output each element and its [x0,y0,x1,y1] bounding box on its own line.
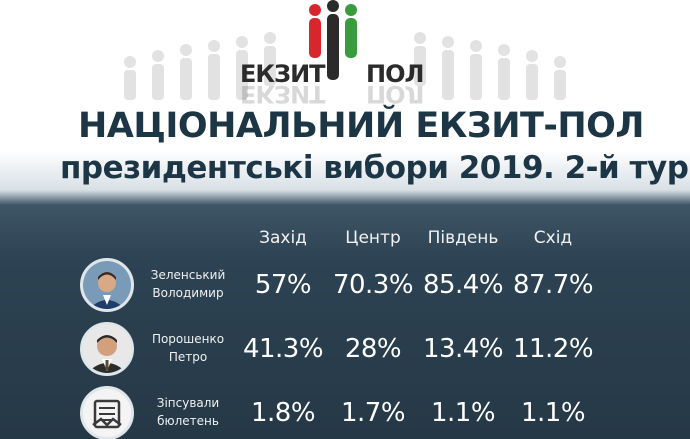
value-center: 28% [344,334,402,364]
name-line-2: Володимир [152,286,224,300]
logo-reflection-left: ЕКЗИТ [240,80,325,108]
column-header-east: Схід [533,228,573,248]
column-header-center: Центр [345,228,401,248]
column-header-south: Південь [427,228,499,248]
candidate-name: Зіпсували бюлетень [140,394,236,430]
name-line-1: Зеленський [150,268,226,282]
name-line-2: бюлетень [157,414,219,428]
logo-reflection: ЕКЗИТ ПОЛ [240,80,450,108]
logo-wordmark: ЕКЗИТ ПОЛ [240,60,450,88]
value-west: 41.3% [242,334,324,364]
logo-reflection-right: ПОЛ [366,80,424,108]
page-title: НАЦІОНАЛЬНИЙ ЕКЗИТ-ПОЛ [78,106,645,146]
table-row: Порошенко Петро 41.3% 28% 13.4% 11.2% [0,322,690,384]
poroshenko-portrait-icon [80,322,134,376]
value-center: 70.3% [332,270,414,300]
name-line-1: Порошенко [151,332,225,346]
exit-poll-emblem-icon [309,0,357,80]
value-east: 11.2% [512,334,594,364]
column-header-west: Захід [259,228,307,248]
name-line-1: Зіпсували [156,396,220,410]
name-line-2: Петро [168,350,208,364]
value-west: 57% [254,270,312,300]
value-south: 85.4% [422,270,504,300]
zelensky-portrait-icon [80,258,134,312]
table-row: Зеленський Володимир 57% 70.3% 85.4% 87.… [0,258,690,320]
logo-right-text: ПОЛ [366,60,424,88]
value-center: 1.7% [340,398,406,428]
candidate-name: Зеленський Володимир [140,266,236,302]
spoiled-ballot-icon [80,386,134,439]
page-subtitle: президентські вибори 2019. 2-й тур [60,150,689,186]
crowd-silhouette-icon [124,32,566,100]
value-west: 1.8% [250,398,316,428]
logo-left-text: ЕКЗИТ [240,60,326,88]
candidate-name: Порошенко Петро [140,330,236,366]
value-south: 13.4% [422,334,504,364]
value-east: 87.7% [512,270,594,300]
logo-area: ЕКЗИТ ПОЛ ЕКЗИТ ПОЛ [0,0,690,110]
value-east: 1.1% [520,398,586,428]
table-row: Зіпсували бюлетень 1.8% 1.7% 1.1% 1.1% [0,386,690,439]
value-south: 1.1% [430,398,496,428]
